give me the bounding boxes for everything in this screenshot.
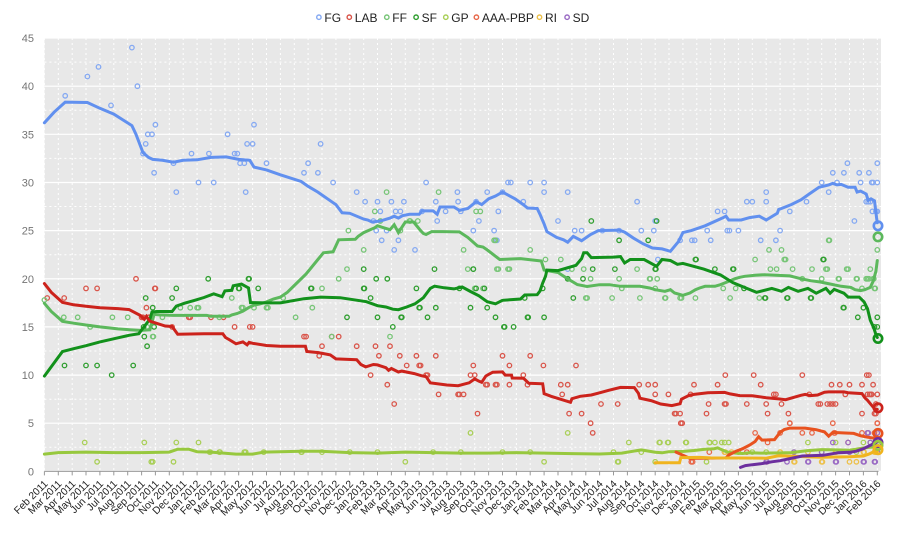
svg-text:35: 35 <box>22 129 34 141</box>
svg-text:40: 40 <box>22 81 34 93</box>
svg-text:FF: FF <box>392 11 407 25</box>
svg-text:0: 0 <box>28 466 34 478</box>
svg-text:10: 10 <box>22 370 34 382</box>
svg-text:20: 20 <box>22 274 34 286</box>
svg-text:SF: SF <box>422 11 437 25</box>
svg-text:5: 5 <box>28 418 34 430</box>
svg-text:15: 15 <box>22 322 34 334</box>
svg-text:25: 25 <box>22 226 34 238</box>
svg-text:LAB: LAB <box>355 11 378 25</box>
svg-text:RI: RI <box>545 11 557 25</box>
svg-text:GP: GP <box>451 11 468 25</box>
svg-text:AAA-PBP: AAA-PBP <box>482 11 534 25</box>
svg-text:FG: FG <box>324 11 341 25</box>
svg-text:45: 45 <box>22 33 34 45</box>
svg-text:30: 30 <box>22 178 34 190</box>
svg-text:SD: SD <box>573 11 590 25</box>
